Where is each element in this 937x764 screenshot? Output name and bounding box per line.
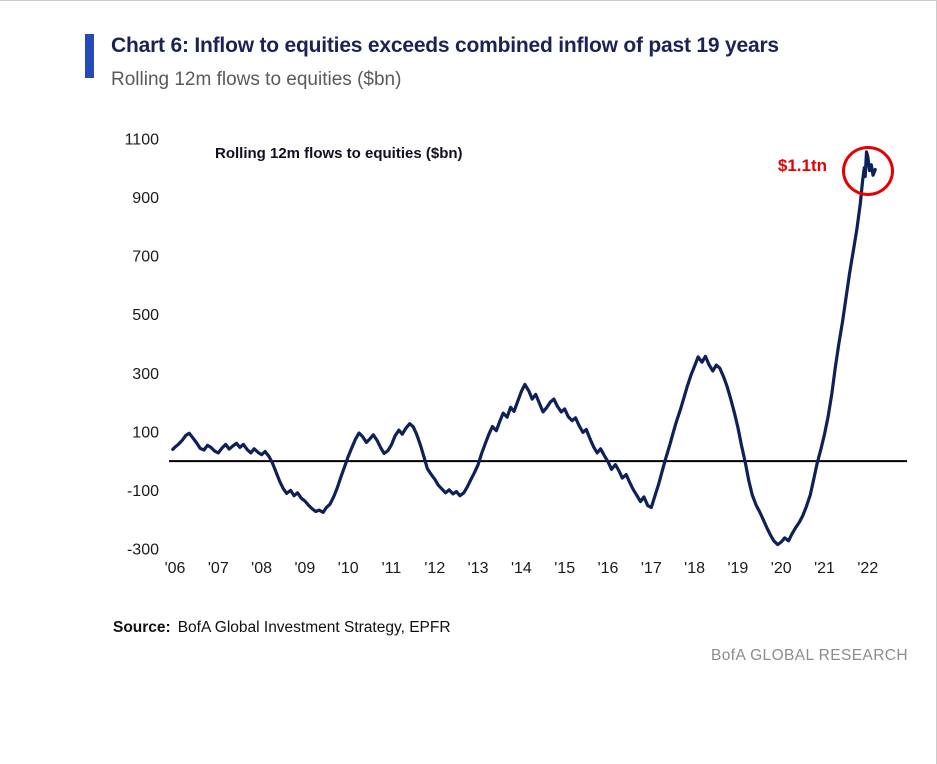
x-tick-label: '21 [814, 560, 835, 577]
y-tick-label: -300 [127, 542, 159, 559]
x-tick-label: '16 [598, 560, 619, 577]
header-accent-bar [85, 34, 94, 78]
flows-line-series [171, 150, 877, 547]
x-tick-label: '20 [771, 560, 792, 577]
x-tick-label: '19 [727, 560, 748, 577]
source-label: Source: [113, 619, 171, 636]
x-tick-label: '14 [511, 560, 532, 577]
x-tick-label: '09 [294, 560, 315, 577]
inner-chart-label: Rolling 12m flows to equities ($bn) [215, 145, 463, 162]
y-tick-label: 1100 [125, 132, 160, 149]
chart-canvas: 1100 900 700 500 300 100 -100 -300 '06 '07 '08 '09 '… [95, 117, 927, 599]
chart-subtitle: Rolling 12m flows to equities ($bn) [111, 69, 402, 91]
x-tick-label: '13 [468, 560, 489, 577]
x-tick-label: '07 [208, 560, 229, 577]
x-tick-label: '11 [382, 560, 402, 577]
y-tick-label: 900 [132, 190, 159, 207]
source-line: Source: BofA Global Investment Strategy, … [113, 619, 451, 637]
chart-header: Chart 6: Inflow to equities exceeds comb… [85, 34, 779, 91]
y-tick-label: -100 [127, 483, 159, 500]
flow-chart-svg: 1100 900 700 500 300 100 -100 -300 '06 '07 '08 '09 '… [125, 132, 907, 577]
y-tick-label: 300 [132, 366, 159, 383]
peak-circle-annotation [842, 146, 894, 196]
y-tick-label: 100 [132, 424, 159, 441]
x-tick-label: '12 [424, 560, 445, 577]
x-tick-label: '17 [641, 560, 662, 577]
x-tick-label: '15 [554, 560, 575, 577]
x-tick-label: '22 [857, 560, 878, 577]
source-text: BofA Global Investment Strategy, EPFR [177, 619, 451, 636]
brand-footer: BofA GLOBAL RESEARCH [711, 647, 908, 664]
header-text-block: Chart 6: Inflow to equities exceeds comb… [111, 34, 779, 91]
x-tick-label: '08 [251, 560, 272, 577]
y-tick-label: 500 [132, 307, 159, 324]
peak-annotation-label: $1.1tn [777, 156, 827, 175]
x-tick-label: '18 [684, 560, 705, 577]
x-tick-label: '10 [338, 560, 359, 577]
x-tick-label: '06 [165, 560, 186, 577]
y-tick-label: 700 [132, 249, 159, 266]
chart-title: Chart 6: Inflow to equities exceeds comb… [111, 34, 779, 57]
